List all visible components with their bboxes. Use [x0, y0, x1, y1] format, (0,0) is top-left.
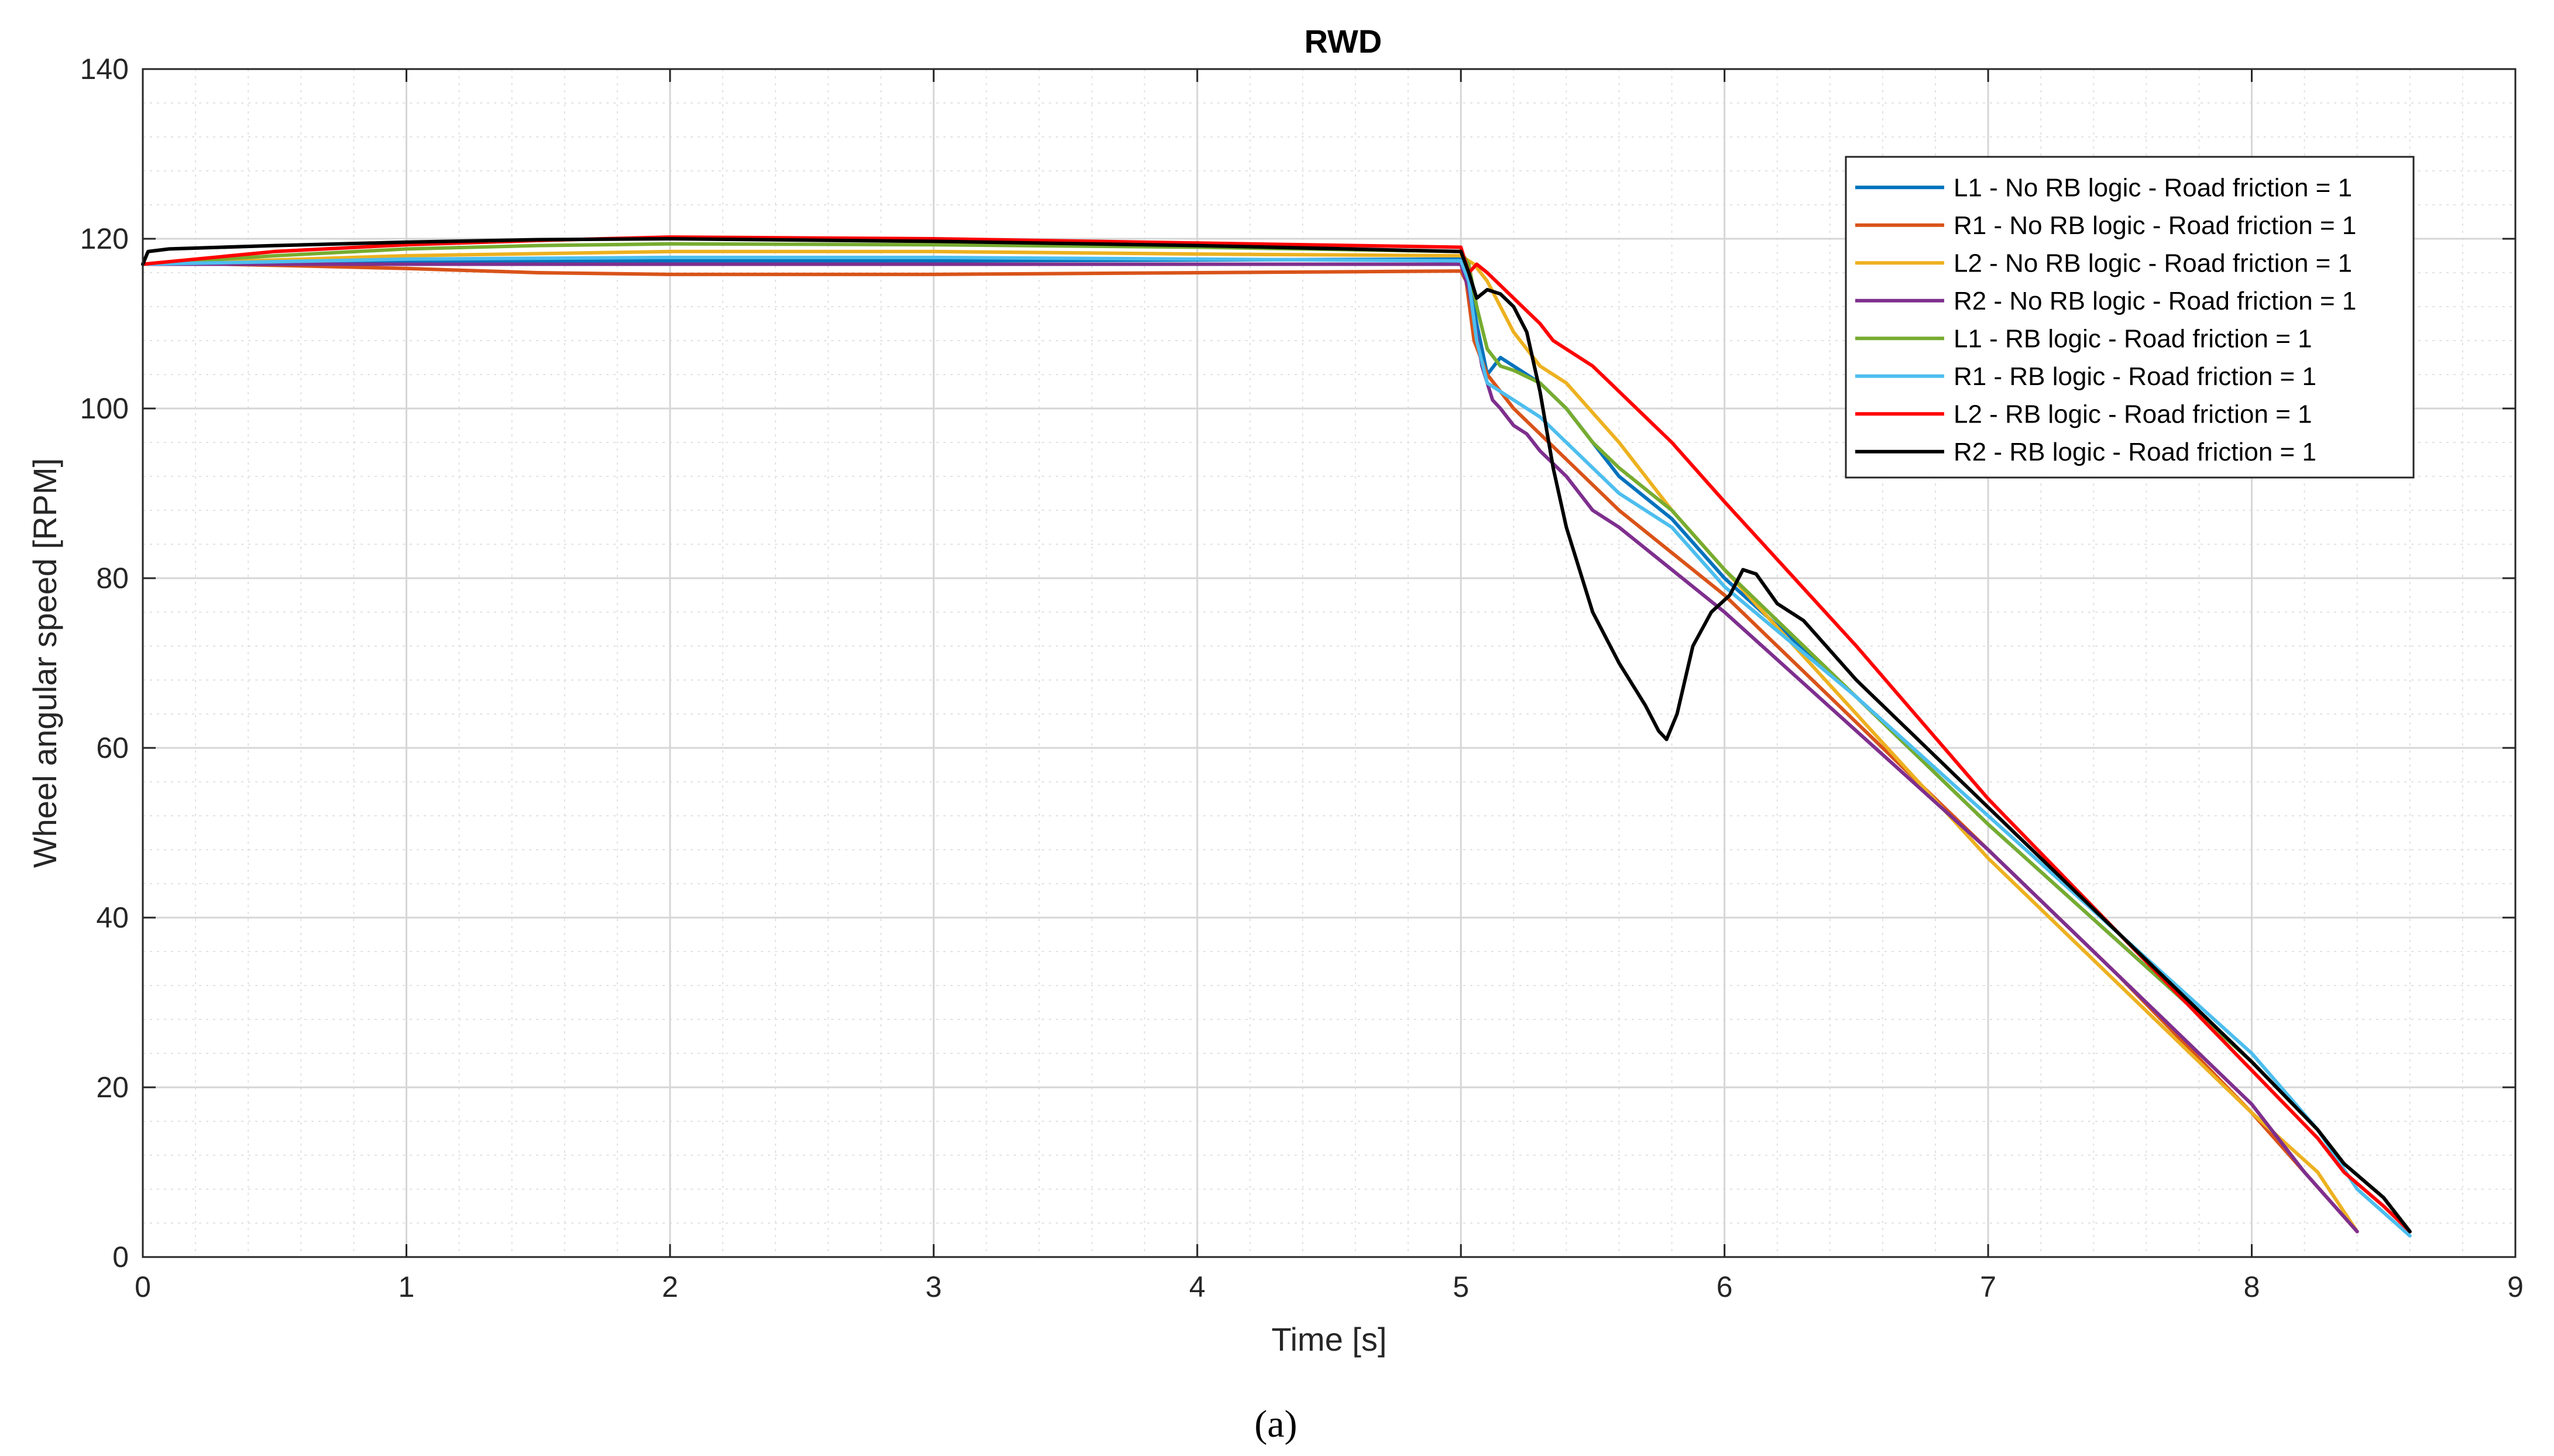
x-tick-label: 0 — [135, 1270, 151, 1303]
legend-entry-5: L1 - RB logic - Road friction = 1 — [1954, 324, 2312, 353]
legend-entry-3: L2 - No RB logic - Road friction = 1 — [1954, 249, 2352, 277]
legend-entry-8: R2 - RB logic - Road friction = 1 — [1954, 438, 2316, 466]
x-tick-label: 9 — [2507, 1270, 2524, 1303]
chart-title: RWD — [1305, 23, 1382, 60]
x-tick-label: 8 — [2244, 1270, 2260, 1303]
x-tick-label: 4 — [1189, 1270, 1206, 1303]
legend-entry-6: R1 - RB logic - Road friction = 1 — [1954, 362, 2316, 391]
legend-entry-7: L2 - RB logic - Road friction = 1 — [1954, 400, 2312, 428]
plot-area — [141, 235, 2412, 1238]
y-tick-label: 0 — [112, 1241, 129, 1273]
y-tick-label: 80 — [96, 562, 129, 595]
x-axis-label: Time [s] — [1271, 1321, 1386, 1358]
legend-entry-4: R2 - No RB logic - Road friction = 1 — [1954, 287, 2356, 315]
x-tick-label: 6 — [1717, 1270, 1733, 1303]
y-tick-label: 120 — [80, 222, 129, 255]
x-tick-label: 5 — [1453, 1270, 1469, 1303]
legend-entry-2: R1 - No RB logic - Road friction = 1 — [1954, 211, 2356, 240]
y-tick-label: 40 — [96, 901, 129, 934]
y-axis-ticks: 0 20 40 60 80 100 120 140 — [80, 53, 2515, 1273]
x-axis-ticks: 0 1 2 3 4 5 6 7 8 9 — [135, 69, 2524, 1303]
y-axis-label: Wheel angular speed [RPM] — [26, 458, 63, 868]
y-tick-label: 60 — [96, 732, 129, 764]
y-tick-label: 20 — [96, 1071, 129, 1104]
y-tick-label: 140 — [80, 53, 129, 85]
x-tick-label: 2 — [662, 1270, 678, 1303]
series-line-7 — [141, 235, 2412, 1234]
legend-box — [1845, 156, 2415, 479]
legend: L1 - No RB logic - Road friction = 1 R1 -… — [1845, 156, 2415, 479]
x-tick-label: 7 — [1980, 1270, 1996, 1303]
series-line-3 — [141, 249, 2359, 1234]
y-tick-label: 100 — [80, 392, 129, 425]
series-line-8 — [141, 237, 2412, 1234]
x-tick-label: 1 — [399, 1270, 415, 1303]
series-line-4 — [141, 262, 2359, 1234]
plot-frame — [142, 68, 2517, 1258]
legend-entry-1: L1 - No RB logic - Road friction = 1 — [1954, 173, 2352, 202]
figure-caption: (a) — [1254, 1403, 1297, 1445]
x-tick-label: 3 — [925, 1270, 942, 1303]
series-line-5 — [141, 242, 2412, 1234]
